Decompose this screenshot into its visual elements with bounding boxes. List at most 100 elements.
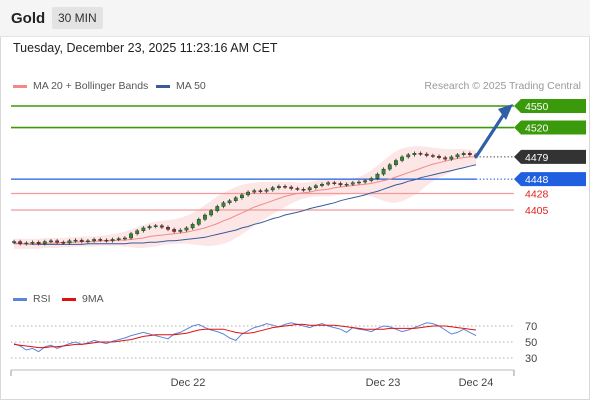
candle [67, 239, 72, 245]
chart-datetime: Tuesday, December 23, 2025 11:23:16 AM C… [13, 41, 278, 55]
chart-header: Gold 30 MIN [0, 0, 590, 37]
candle-body [240, 194, 244, 199]
candle [172, 227, 177, 234]
legend-rsi-ma-label: 9MA [82, 293, 104, 305]
candle-body [276, 186, 281, 188]
candle [104, 238, 109, 243]
candle [252, 188, 257, 194]
level-label-4405: 4405 [525, 205, 549, 217]
level-label-4520: 4520 [525, 123, 549, 135]
candle-body [203, 214, 207, 220]
candle [369, 176, 374, 183]
candle-body [227, 200, 232, 204]
level-label-4479: 4479 [525, 152, 549, 164]
candle-body [61, 242, 66, 244]
candle-body [190, 224, 195, 229]
candle [387, 163, 392, 171]
candle-body [30, 242, 35, 244]
candle [12, 239, 16, 245]
candle [203, 213, 207, 222]
candle [153, 223, 158, 229]
level-tag-4520 [514, 120, 586, 135]
candle-body [313, 185, 318, 188]
candle-body [147, 226, 152, 229]
candle [166, 225, 170, 232]
candle [289, 185, 294, 191]
rsi-ma-line [13, 323, 477, 349]
candle-body [357, 181, 361, 184]
candle [326, 180, 331, 186]
candle [375, 172, 380, 181]
instrument-title: Gold [11, 10, 46, 27]
candle-body [455, 154, 460, 158]
timeframe-button[interactable]: 30 MIN [52, 7, 103, 29]
level-tag-4550 [514, 99, 586, 113]
candle [196, 217, 201, 227]
candle [98, 237, 103, 242]
candle [221, 201, 226, 209]
candle [437, 154, 441, 160]
candle-body [387, 164, 392, 170]
candle [443, 155, 448, 161]
candle [455, 152, 460, 159]
candle-body [338, 183, 343, 186]
candle [233, 196, 238, 203]
candle-body [184, 227, 189, 231]
candle-body [116, 238, 121, 240]
rsi-level-label-30: 30 [525, 353, 537, 365]
candle-body [375, 173, 380, 179]
candle [338, 181, 343, 187]
candle-body [326, 182, 331, 185]
level-label-4550: 4550 [525, 101, 549, 113]
legend-ma20-label: MA 20 + Bollinger Bands [33, 80, 149, 92]
candle-body [289, 186, 294, 189]
candle-body [437, 156, 441, 158]
candle [49, 239, 53, 244]
candle-body [233, 197, 238, 201]
level-label-4448: 4448 [525, 174, 549, 186]
candle [190, 222, 195, 230]
candle [357, 180, 361, 185]
legend-rsi-label: RSI [33, 293, 51, 305]
x-tick-label: Dec 23 [366, 377, 401, 389]
candle-body [24, 242, 29, 245]
legend-ma50: MA 50 [156, 80, 206, 92]
candle-body [443, 157, 448, 160]
candle-body [270, 187, 275, 191]
candle [42, 239, 47, 246]
candle [301, 187, 306, 192]
ma50-line [13, 164, 477, 245]
candle [418, 151, 423, 156]
candle [313, 183, 318, 190]
candle-body [221, 202, 226, 207]
candle [36, 240, 41, 246]
candle [61, 240, 66, 245]
candle-body [73, 239, 78, 242]
rsi-ma-swatch [62, 297, 76, 301]
candle-body [424, 153, 429, 156]
candle [122, 236, 127, 241]
candle [430, 153, 435, 158]
candle [240, 193, 244, 200]
candle [92, 237, 96, 243]
candle-body [79, 239, 84, 242]
x-tick-label: Dec 22 [171, 377, 206, 389]
candle-body [350, 182, 355, 185]
candle [264, 188, 269, 194]
candle [116, 236, 121, 242]
candle-body [159, 225, 164, 228]
candle-body [406, 154, 411, 158]
candle [227, 198, 232, 205]
candle-body [36, 242, 41, 244]
candle [79, 238, 84, 244]
candle-body [449, 156, 454, 160]
candle [30, 240, 35, 245]
candle [394, 158, 398, 167]
candle [467, 151, 472, 157]
candle-body [295, 188, 300, 190]
candle [400, 155, 404, 163]
rsi-level-label-70: 70 [525, 321, 537, 333]
candle-body [467, 153, 472, 155]
candle [110, 237, 115, 243]
